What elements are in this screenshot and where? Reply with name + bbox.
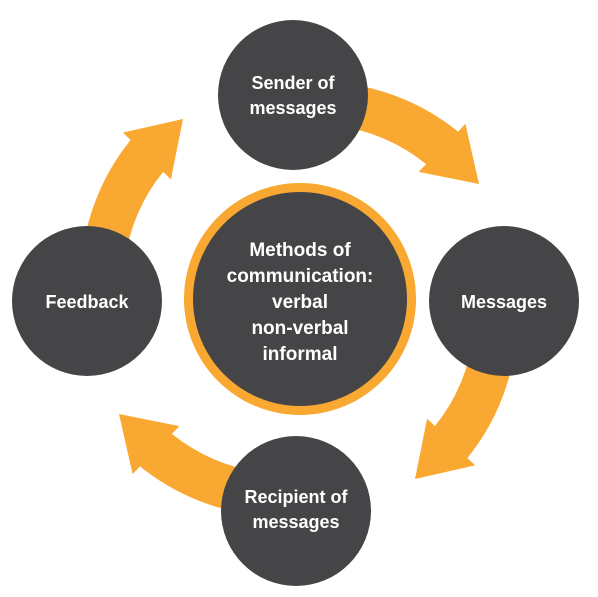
center-line-5: informal — [263, 344, 338, 365]
node-sender-line-1: Sender of — [251, 73, 335, 93]
node-messages-circle — [429, 226, 579, 376]
node-feedback-label: Feedback — [45, 292, 129, 312]
center-hub: Methods of communication: verbal non-ver… — [184, 183, 416, 415]
node-recipient-circle — [221, 436, 371, 586]
node-sender-line-2: messages — [249, 98, 336, 118]
center-line-1: Methods of — [249, 240, 351, 261]
node-recipient-line-1: Recipient of — [244, 487, 348, 507]
node-recipient-line-2: messages — [252, 512, 339, 532]
node-feedback: Feedback — [12, 226, 162, 376]
node-sender-circle — [218, 20, 368, 170]
node-recipient: Recipient of messages — [221, 436, 371, 586]
center-line-3: verbal — [272, 292, 328, 313]
center-circle — [193, 192, 407, 406]
node-messages: Messages — [429, 226, 579, 376]
node-feedback-circle — [12, 226, 162, 376]
arrow-sender-to-messages — [335, 83, 479, 184]
center-line-4: non-verbal — [251, 318, 348, 339]
cycle-arrows — [82, 83, 516, 515]
node-sender: Sender of messages — [218, 20, 368, 170]
center-line-2: communication: — [227, 266, 374, 287]
node-messages-label: Messages — [461, 292, 547, 312]
arrow-feedback-to-sender — [82, 119, 183, 263]
